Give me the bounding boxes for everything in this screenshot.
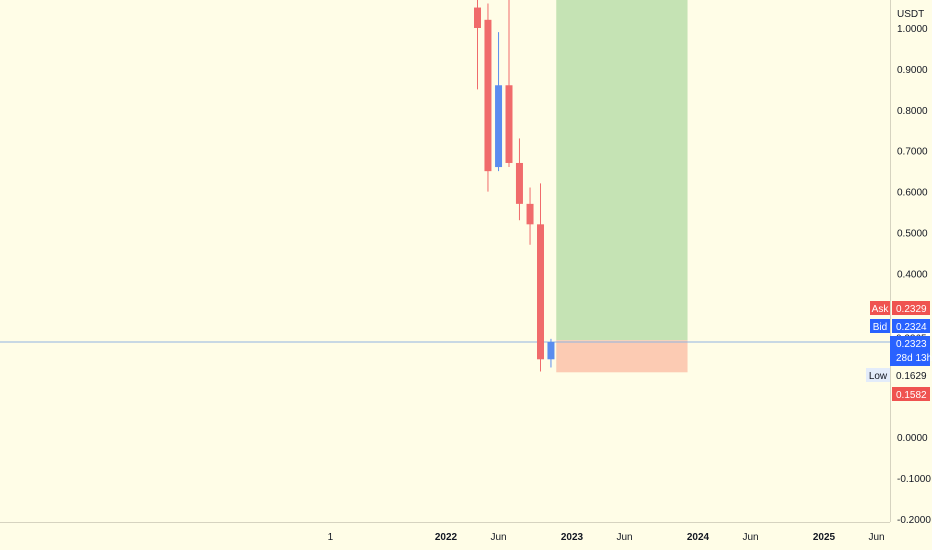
ask-tag: Ask 0.2329 <box>870 301 930 315</box>
ask-value: 0.2329 <box>896 304 927 315</box>
candle[interactable] <box>547 338 555 368</box>
currency-label: USDT <box>897 9 924 20</box>
candle[interactable] <box>515 138 523 221</box>
candle-body <box>547 341 555 360</box>
time-tick-label: 2023 <box>561 532 584 543</box>
bid-tag: Bid 0.2324 <box>870 319 930 333</box>
time-axis[interactable]: 1 2022 Jun 2023 Jun 2024 Jun 2025 Jun <box>328 532 885 543</box>
ask-name: Ask <box>872 304 890 315</box>
stop-price-tag: 0.1582 <box>892 387 930 401</box>
price-tick-label: 0.5000 <box>897 229 928 240</box>
candles[interactable] <box>474 0 555 372</box>
candle[interactable] <box>474 0 481 90</box>
candle[interactable] <box>505 0 513 168</box>
time-tick-label: Jun <box>868 532 884 543</box>
last-price-bg <box>890 336 930 366</box>
price-tick-label: 0.8000 <box>897 106 928 117</box>
bid-name-bg <box>870 319 890 333</box>
price-tick-label: 0.9000 <box>897 65 928 76</box>
time-tick-label: Jun <box>742 532 758 543</box>
bid-value: 0.2324 <box>896 322 927 333</box>
candle-body <box>515 162 523 204</box>
time-tick-label: 2024 <box>687 532 710 543</box>
profit-zone[interactable] <box>556 0 688 341</box>
last-price-value: 0.2323 <box>896 339 927 350</box>
candle-body <box>537 224 544 360</box>
stop-price-value: 0.1582 <box>896 390 927 401</box>
candle-body <box>474 7 481 29</box>
low-tag: Low 0.1629 <box>866 368 927 382</box>
low-name: Low <box>869 371 888 382</box>
bid-name: Bid <box>873 322 887 333</box>
time-axis-bg <box>0 522 932 550</box>
candle-body <box>526 203 534 225</box>
price-tick-label: 0.4000 <box>897 269 928 280</box>
candle[interactable] <box>526 187 534 245</box>
candle[interactable] <box>495 32 503 172</box>
candle-body <box>495 85 503 168</box>
time-tick-label: 2022 <box>435 532 458 543</box>
candle[interactable] <box>484 3 492 192</box>
time-tick-label: Jun <box>490 532 506 543</box>
low-name-bg <box>866 368 890 382</box>
price-tick-label: 1.0000 <box>897 24 928 35</box>
price-tick-label: 0.6000 <box>897 188 928 199</box>
price-tick-label: -0.1000 <box>897 474 931 485</box>
time-tick-label: Jun <box>616 532 632 543</box>
price-axis-bg <box>890 0 932 550</box>
price-tick-label: -0.2000 <box>897 515 931 526</box>
last-price-tag: 0.2323 28d 13h <box>890 336 932 366</box>
time-tick-label: 1 <box>328 532 334 543</box>
loss-zone[interactable] <box>556 340 688 373</box>
position-tool[interactable] <box>556 0 688 373</box>
time-tick-label: 2025 <box>813 532 836 543</box>
ask-value-bg <box>892 301 930 315</box>
price-tick-label: 0.7000 <box>897 147 928 158</box>
candle-body <box>484 19 492 172</box>
ask-name-bg <box>870 301 890 315</box>
stop-price-bg <box>892 387 930 401</box>
low-value: 0.1629 <box>896 371 927 382</box>
candle[interactable] <box>537 183 544 372</box>
bid-value-bg <box>892 319 930 333</box>
countdown: 28d 13h <box>896 353 932 364</box>
price-axis[interactable]: 1.0000 0.9000 0.8000 0.7000 0.6000 0.5000 0.40… <box>897 24 931 526</box>
candle-body <box>505 85 513 163</box>
price-tick-label: 0.0000 <box>897 433 928 444</box>
